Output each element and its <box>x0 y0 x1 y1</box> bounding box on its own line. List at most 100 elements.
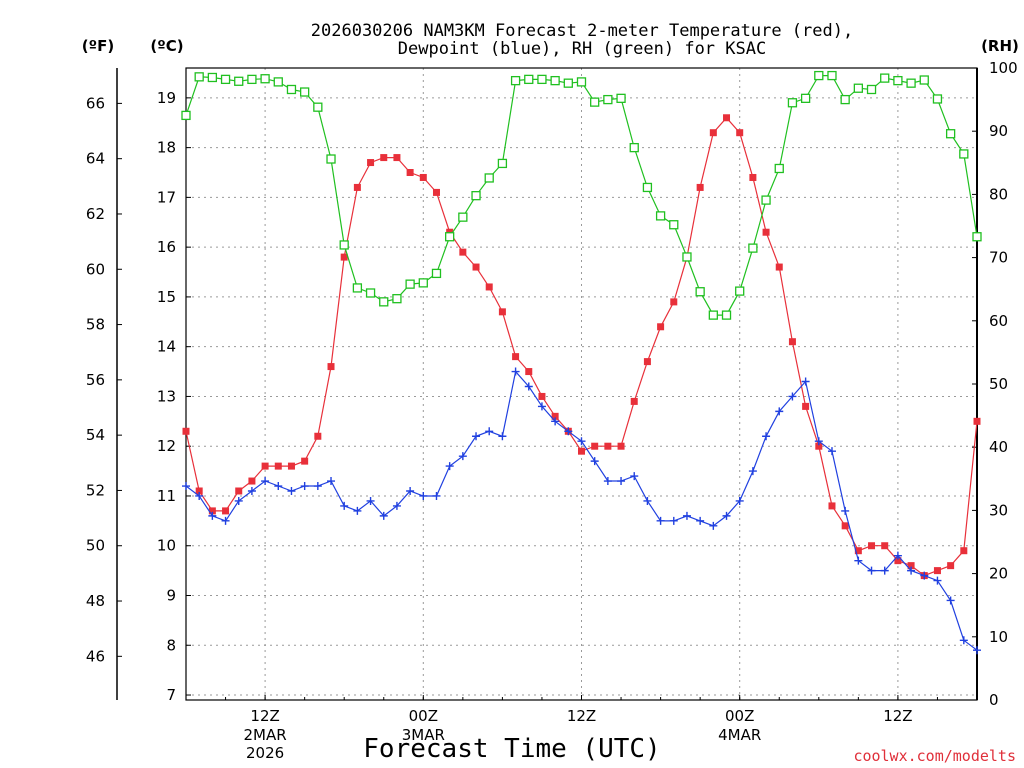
rh-point <box>840 94 850 105</box>
dewpoint-point <box>419 491 428 500</box>
rh-point <box>260 74 270 84</box>
dewpoint-point <box>959 636 968 645</box>
rh-point <box>458 212 468 222</box>
dewpoint-point <box>406 486 415 495</box>
temperature-point <box>591 442 599 450</box>
temperature-point <box>643 358 651 366</box>
temperature-point <box>314 432 322 440</box>
dewpoint-point <box>643 496 652 505</box>
rh-point <box>616 93 626 103</box>
rh-tick-label: 40 <box>989 438 1008 456</box>
celsius-tick-label: 7 <box>166 686 176 704</box>
fahrenheit-tick-label: 52 <box>86 481 105 499</box>
x-axis-title: Forecast Time (UTC) <box>363 734 660 764</box>
dewpoint-point <box>195 491 204 500</box>
dewpoint-point <box>247 486 256 495</box>
rh-point <box>827 70 837 81</box>
rh-point <box>220 74 231 85</box>
credit-link[interactable]: coolwx.com/modelts <box>853 747 1016 765</box>
temperature-point <box>723 114 731 122</box>
rh-tick-label: 0 <box>989 691 999 709</box>
celsius-unit-label: (ºC) <box>150 37 183 55</box>
fahrenheit-tick-label: 58 <box>86 316 105 334</box>
rh-tick-label: 70 <box>989 249 1008 267</box>
rh-point <box>748 243 758 253</box>
fahrenheit-tick-label: 64 <box>86 150 105 168</box>
rh-point <box>708 310 718 320</box>
series-layer <box>181 70 982 655</box>
fahrenheit-tick-label: 66 <box>86 94 105 112</box>
dewpoint-point <box>498 432 507 441</box>
dewpoint-point <box>261 477 270 486</box>
celsius-tick-label: 17 <box>157 188 176 206</box>
rh-point <box>273 77 283 87</box>
rh-point <box>484 173 494 183</box>
temperature-point <box>406 169 414 177</box>
temperature-point <box>630 397 638 405</box>
temperature-point <box>261 462 269 470</box>
temperature-point <box>393 154 401 162</box>
temperature-point <box>947 562 955 570</box>
rh-point <box>326 154 336 164</box>
temperature-point <box>578 447 585 455</box>
rh-point <box>510 75 521 86</box>
fahrenheit-tick-label: 54 <box>86 426 105 444</box>
dewpoint-point <box>274 482 283 491</box>
rh-point <box>655 211 666 221</box>
dewpoint-point <box>907 566 916 575</box>
temperature-point <box>933 567 941 575</box>
dewpoint-point <box>524 382 533 391</box>
axes: 46 48 50 52 54 56 58 60 62 64 66 7 8 9 10 11 12 13 14 15 16 1… <box>86 59 1018 762</box>
rh-point <box>365 288 376 298</box>
dewpoint-point <box>880 566 889 575</box>
rh-point <box>800 93 811 103</box>
rh-point <box>603 94 613 105</box>
rh-point <box>352 283 363 293</box>
temperature-point <box>802 402 810 410</box>
dewpoint-point <box>458 452 467 461</box>
temperature-point <box>736 129 744 137</box>
rh-point <box>550 75 560 86</box>
rh-point <box>893 75 903 86</box>
rh-point <box>392 294 402 304</box>
x-tick-date: 4MAR <box>718 726 761 744</box>
dewpoint-point <box>287 486 296 495</box>
rh-point <box>418 278 428 288</box>
rh-point <box>405 279 415 289</box>
rh-point <box>774 163 784 174</box>
rh-point <box>497 158 508 169</box>
dewpoint-point <box>221 516 230 525</box>
dewpoint-point <box>867 566 876 575</box>
temperature-point <box>828 502 836 510</box>
temperature-point <box>512 353 520 361</box>
temperature-point <box>881 542 889 550</box>
dewpoint-point <box>234 496 243 505</box>
celsius-tick-label: 11 <box>157 487 176 505</box>
rh-point <box>207 72 218 83</box>
temperature-point <box>538 392 546 400</box>
temperature-point <box>749 173 757 181</box>
temperature-point <box>788 338 796 346</box>
fahrenheit-tick-label: 48 <box>86 592 105 610</box>
dewpoint-point <box>445 462 454 471</box>
rh-point <box>247 74 257 85</box>
temperature-point <box>327 363 335 371</box>
x-tick-label: 12Z <box>567 707 596 725</box>
temperature-point <box>432 188 440 196</box>
celsius-tick-label: 12 <box>157 437 176 455</box>
rh-point <box>721 310 732 320</box>
temperature-point <box>182 427 190 435</box>
dewpoint-point <box>208 511 217 520</box>
rh-tick-label: 60 <box>989 312 1008 330</box>
x-tick-label: 00Z <box>725 707 754 725</box>
dewpoint-point <box>432 491 441 500</box>
dewpoint-point <box>353 506 362 515</box>
rh-tick-label: 20 <box>989 565 1008 583</box>
rh-tick-label: 90 <box>989 122 1008 140</box>
rh-point <box>880 73 890 83</box>
dewpoint-point <box>300 482 309 491</box>
temperature-point <box>301 457 309 465</box>
rh-point <box>194 72 204 82</box>
celsius-tick-label: 10 <box>157 537 176 555</box>
rh-point <box>181 110 191 121</box>
